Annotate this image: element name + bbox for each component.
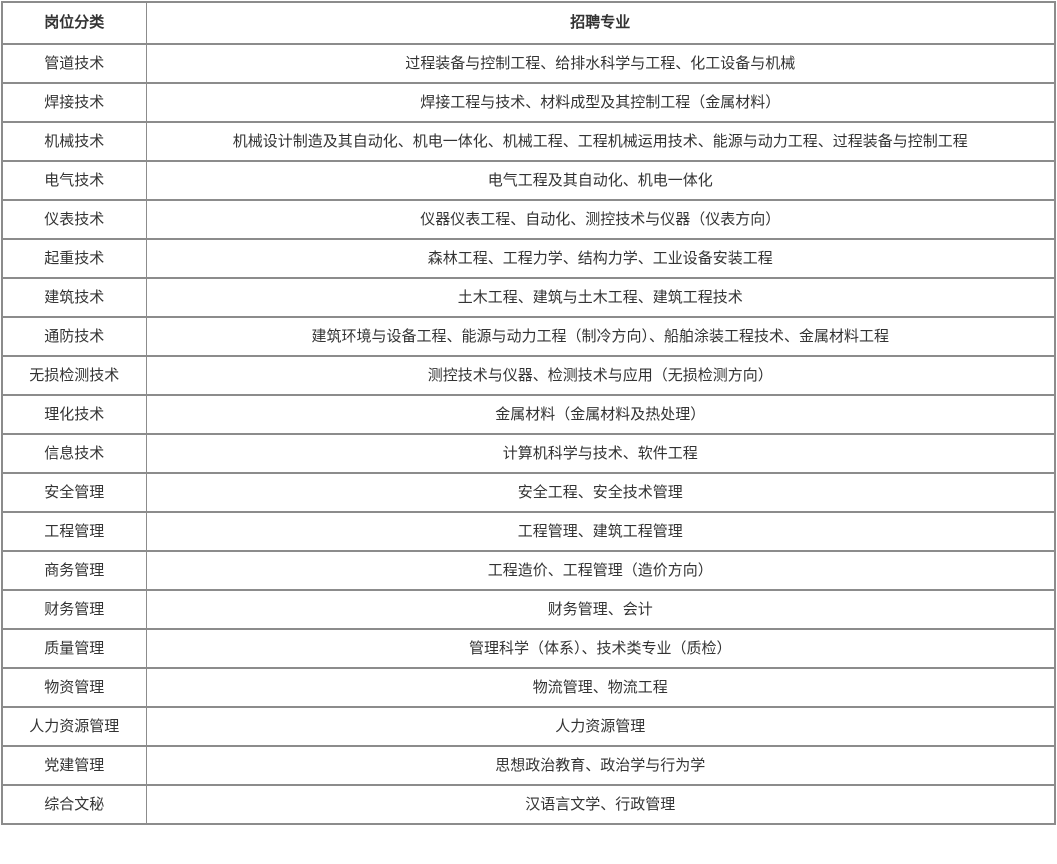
category-cell: 人力资源管理 xyxy=(1,706,147,747)
category-cell: 质量管理 xyxy=(1,628,147,669)
table-row: 安全管理 安全工程、安全技术管理 xyxy=(1,472,1056,513)
table-row: 党建管理 思想政治教育、政治学与行为学 xyxy=(1,745,1056,786)
category-cell: 仪表技术 xyxy=(1,199,147,240)
recruitment-table: 岗位分类 招聘专业 管道技术 过程装备与控制工程、给排水科学与工程、化工设备与机械… xyxy=(1,1,1056,825)
majors-cell: 过程装备与控制工程、给排水科学与工程、化工设备与机械 xyxy=(145,43,1056,84)
table-row: 财务管理 财务管理、会计 xyxy=(1,589,1056,630)
majors-cell: 工程管理、建筑工程管理 xyxy=(145,511,1056,552)
category-cell: 通防技术 xyxy=(1,316,147,357)
category-cell: 信息技术 xyxy=(1,433,147,474)
column-header-majors: 招聘专业 xyxy=(145,1,1056,45)
category-cell: 财务管理 xyxy=(1,589,147,630)
table-row: 焊接技术 焊接工程与技术、材料成型及其控制工程（金属材料） xyxy=(1,82,1056,123)
majors-cell: 工程造价、工程管理（造价方向） xyxy=(145,550,1056,591)
majors-cell: 焊接工程与技术、材料成型及其控制工程（金属材料） xyxy=(145,82,1056,123)
category-cell: 党建管理 xyxy=(1,745,147,786)
category-cell: 焊接技术 xyxy=(1,82,147,123)
category-cell: 安全管理 xyxy=(1,472,147,513)
category-cell: 机械技术 xyxy=(1,121,147,162)
category-cell: 物资管理 xyxy=(1,667,147,708)
majors-cell: 电气工程及其自动化、机电一体化 xyxy=(145,160,1056,201)
majors-cell: 人力资源管理 xyxy=(145,706,1056,747)
table-row: 理化技术 金属材料（金属材料及热处理） xyxy=(1,394,1056,435)
table-row: 机械技术 机械设计制造及其自动化、机电一体化、机械工程、工程机械运用技术、能源与动… xyxy=(1,121,1056,162)
category-cell: 理化技术 xyxy=(1,394,147,435)
category-cell: 工程管理 xyxy=(1,511,147,552)
table-header-row: 岗位分类 招聘专业 xyxy=(1,1,1056,45)
category-cell: 起重技术 xyxy=(1,238,147,279)
table-row: 商务管理 工程造价、工程管理（造价方向） xyxy=(1,550,1056,591)
majors-cell: 机械设计制造及其自动化、机电一体化、机械工程、工程机械运用技术、能源与动力工程、… xyxy=(145,121,1056,162)
majors-cell: 金属材料（金属材料及热处理） xyxy=(145,394,1056,435)
category-cell: 商务管理 xyxy=(1,550,147,591)
table-row: 无损检测技术 测控技术与仪器、检测技术与应用（无损检测方向） xyxy=(1,355,1056,396)
category-cell: 电气技术 xyxy=(1,160,147,201)
table-row: 工程管理 工程管理、建筑工程管理 xyxy=(1,511,1056,552)
category-cell: 综合文秘 xyxy=(1,784,147,825)
table-row: 综合文秘 汉语言文学、行政管理 xyxy=(1,784,1056,825)
table-row: 通防技术 建筑环境与设备工程、能源与动力工程（制冷方向）、船舶涂装工程技术、金属材… xyxy=(1,316,1056,357)
table-row: 建筑技术 土木工程、建筑与土木工程、建筑工程技术 xyxy=(1,277,1056,318)
majors-cell: 物流管理、物流工程 xyxy=(145,667,1056,708)
majors-cell: 仪器仪表工程、自动化、测控技术与仪器（仪表方向） xyxy=(145,199,1056,240)
majors-cell: 财务管理、会计 xyxy=(145,589,1056,630)
table-row: 仪表技术 仪器仪表工程、自动化、测控技术与仪器（仪表方向） xyxy=(1,199,1056,240)
table-row: 物资管理 物流管理、物流工程 xyxy=(1,667,1056,708)
table-row: 电气技术 电气工程及其自动化、机电一体化 xyxy=(1,160,1056,201)
majors-cell: 森林工程、工程力学、结构力学、工业设备安装工程 xyxy=(145,238,1056,279)
table-row: 起重技术 森林工程、工程力学、结构力学、工业设备安装工程 xyxy=(1,238,1056,279)
category-cell: 管道技术 xyxy=(1,43,147,84)
column-header-category: 岗位分类 xyxy=(1,1,147,45)
majors-cell: 思想政治教育、政治学与行为学 xyxy=(145,745,1056,786)
majors-cell: 土木工程、建筑与土木工程、建筑工程技术 xyxy=(145,277,1056,318)
table-row: 信息技术 计算机科学与技术、软件工程 xyxy=(1,433,1056,474)
table-body: 管道技术 过程装备与控制工程、给排水科学与工程、化工设备与机械 焊接技术 焊接工程与技… xyxy=(1,43,1056,825)
majors-cell: 建筑环境与设备工程、能源与动力工程（制冷方向）、船舶涂装工程技术、金属材料工程 xyxy=(145,316,1056,357)
category-cell: 无损检测技术 xyxy=(1,355,147,396)
table-row: 管道技术 过程装备与控制工程、给排水科学与工程、化工设备与机械 xyxy=(1,43,1056,84)
table-row: 质量管理 管理科学（体系）、技术类专业（质检） xyxy=(1,628,1056,669)
category-cell: 建筑技术 xyxy=(1,277,147,318)
majors-cell: 汉语言文学、行政管理 xyxy=(145,784,1056,825)
majors-cell: 测控技术与仪器、检测技术与应用（无损检测方向） xyxy=(145,355,1056,396)
table-row: 人力资源管理 人力资源管理 xyxy=(1,706,1056,747)
majors-cell: 安全工程、安全技术管理 xyxy=(145,472,1056,513)
majors-cell: 管理科学（体系）、技术类专业（质检） xyxy=(145,628,1056,669)
majors-cell: 计算机科学与技术、软件工程 xyxy=(145,433,1056,474)
